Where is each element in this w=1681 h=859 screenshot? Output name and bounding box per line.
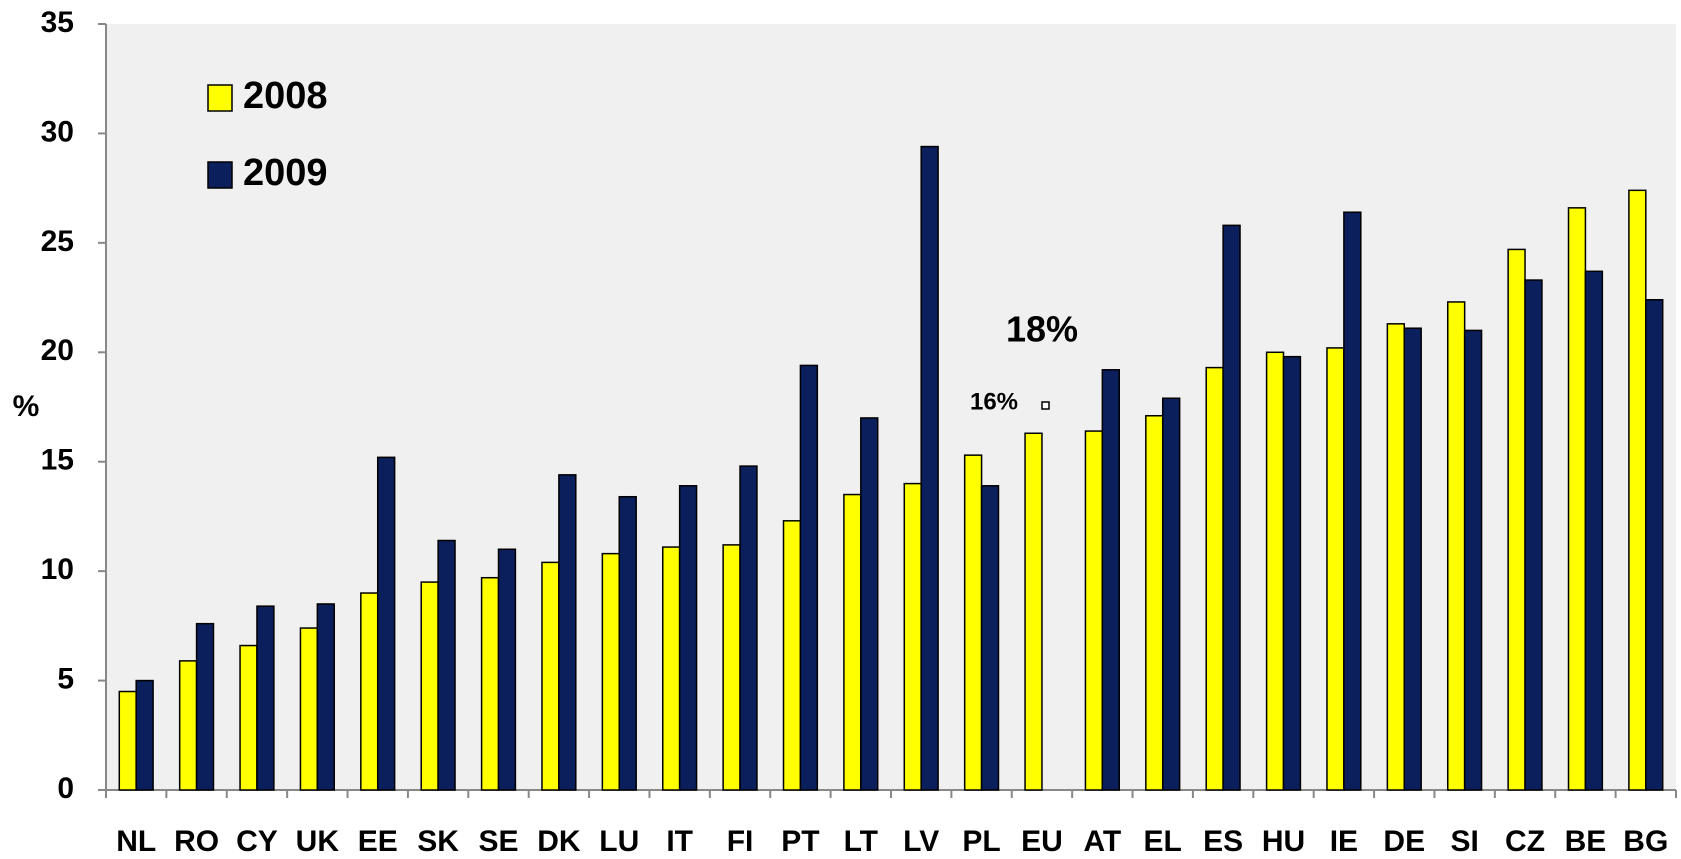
bar [739, 465, 758, 791]
bar [980, 485, 1000, 791]
bar [1628, 189, 1647, 791]
y-tick-label: 10 [41, 553, 74, 586]
bar [1101, 369, 1121, 791]
x-tick-label: BG [1623, 825, 1668, 858]
y-tick-label: 0 [57, 772, 74, 805]
bar [316, 603, 336, 791]
bar [1282, 355, 1302, 791]
bar [239, 644, 258, 791]
bar [1145, 415, 1164, 791]
bar [299, 627, 319, 791]
x-tick-label: DK [537, 825, 581, 858]
bar [135, 679, 154, 791]
x-tick-label: IT [666, 825, 693, 858]
bar [678, 485, 698, 791]
bar [799, 364, 819, 791]
bar [437, 539, 456, 791]
bar [843, 493, 862, 791]
bar [618, 495, 637, 791]
x-tick-label: LU [599, 825, 639, 858]
bar [1567, 207, 1587, 791]
x-tick-label: IE [1330, 825, 1358, 858]
x-tick-label: NL [116, 825, 156, 858]
bar [722, 544, 741, 791]
x-tick-label: SK [417, 825, 459, 858]
x-tick-label: RO [174, 825, 219, 858]
legend-swatch [207, 84, 233, 112]
bar [963, 454, 983, 791]
x-tick-label: FI [727, 825, 754, 858]
bar [420, 581, 439, 791]
y-tick-label: 35 [41, 6, 74, 39]
bar [1343, 211, 1362, 791]
annotation-marker [1041, 401, 1050, 410]
x-tick-label: SI [1450, 825, 1478, 858]
bar [558, 474, 577, 791]
legend-label: 2009 [243, 152, 328, 194]
bar [1084, 430, 1104, 791]
x-tick-label: EE [358, 825, 398, 858]
bar [1584, 270, 1604, 791]
x-tick-label: BE [1565, 825, 1607, 858]
x-tick-label: PL [962, 825, 1000, 858]
x-tick-label: UK [296, 825, 340, 858]
annotation: 18% [1006, 309, 1078, 350]
bar [1507, 248, 1526, 791]
plot-area [106, 24, 1676, 790]
y-tick-label: 25 [41, 225, 74, 258]
x-tick-label: HU [1262, 825, 1305, 858]
bar [376, 456, 396, 791]
y-tick-label: 20 [41, 334, 74, 367]
bar [1463, 329, 1483, 791]
bar [118, 690, 137, 791]
legend-label: 2008 [243, 75, 328, 117]
bar [497, 548, 517, 791]
bar [1222, 224, 1241, 791]
y-axis-label: % [13, 390, 40, 423]
bar [601, 552, 621, 791]
bar [1161, 397, 1181, 791]
y-tick-label: 30 [41, 115, 74, 148]
x-tick-label: LT [844, 825, 878, 858]
bar [920, 145, 939, 791]
bar [360, 592, 379, 791]
x-tick-label: CZ [1505, 825, 1545, 858]
y-tick-label: 15 [41, 444, 74, 477]
y-tick-label: 5 [57, 662, 74, 695]
bar [1205, 366, 1224, 791]
bar [1024, 432, 1043, 791]
bar [178, 660, 198, 791]
bar [860, 417, 879, 791]
bar [1403, 327, 1422, 791]
bar [480, 576, 500, 791]
bar [782, 520, 802, 791]
x-tick-label: LV [903, 825, 939, 858]
annotation: 16% [970, 388, 1018, 415]
bar [661, 546, 681, 791]
x-tick-label: DE [1383, 825, 1425, 858]
bar [1326, 347, 1345, 791]
x-tick-label: EU [1021, 825, 1063, 858]
bar [195, 622, 215, 791]
legend-swatch [207, 161, 233, 189]
bar [903, 482, 922, 791]
bar [1265, 351, 1285, 791]
bar [541, 561, 560, 791]
x-tick-label: AT [1083, 825, 1121, 858]
bar [256, 605, 275, 791]
bar [1386, 323, 1406, 791]
x-tick-label: PT [781, 825, 819, 858]
x-tick-label: CY [236, 825, 278, 858]
bar [1645, 299, 1664, 791]
bar [1446, 301, 1466, 791]
x-tick-label: SE [478, 825, 518, 858]
x-tick-label: ES [1203, 825, 1243, 858]
x-tick-label: EL [1144, 825, 1182, 858]
bar [1524, 279, 1543, 791]
